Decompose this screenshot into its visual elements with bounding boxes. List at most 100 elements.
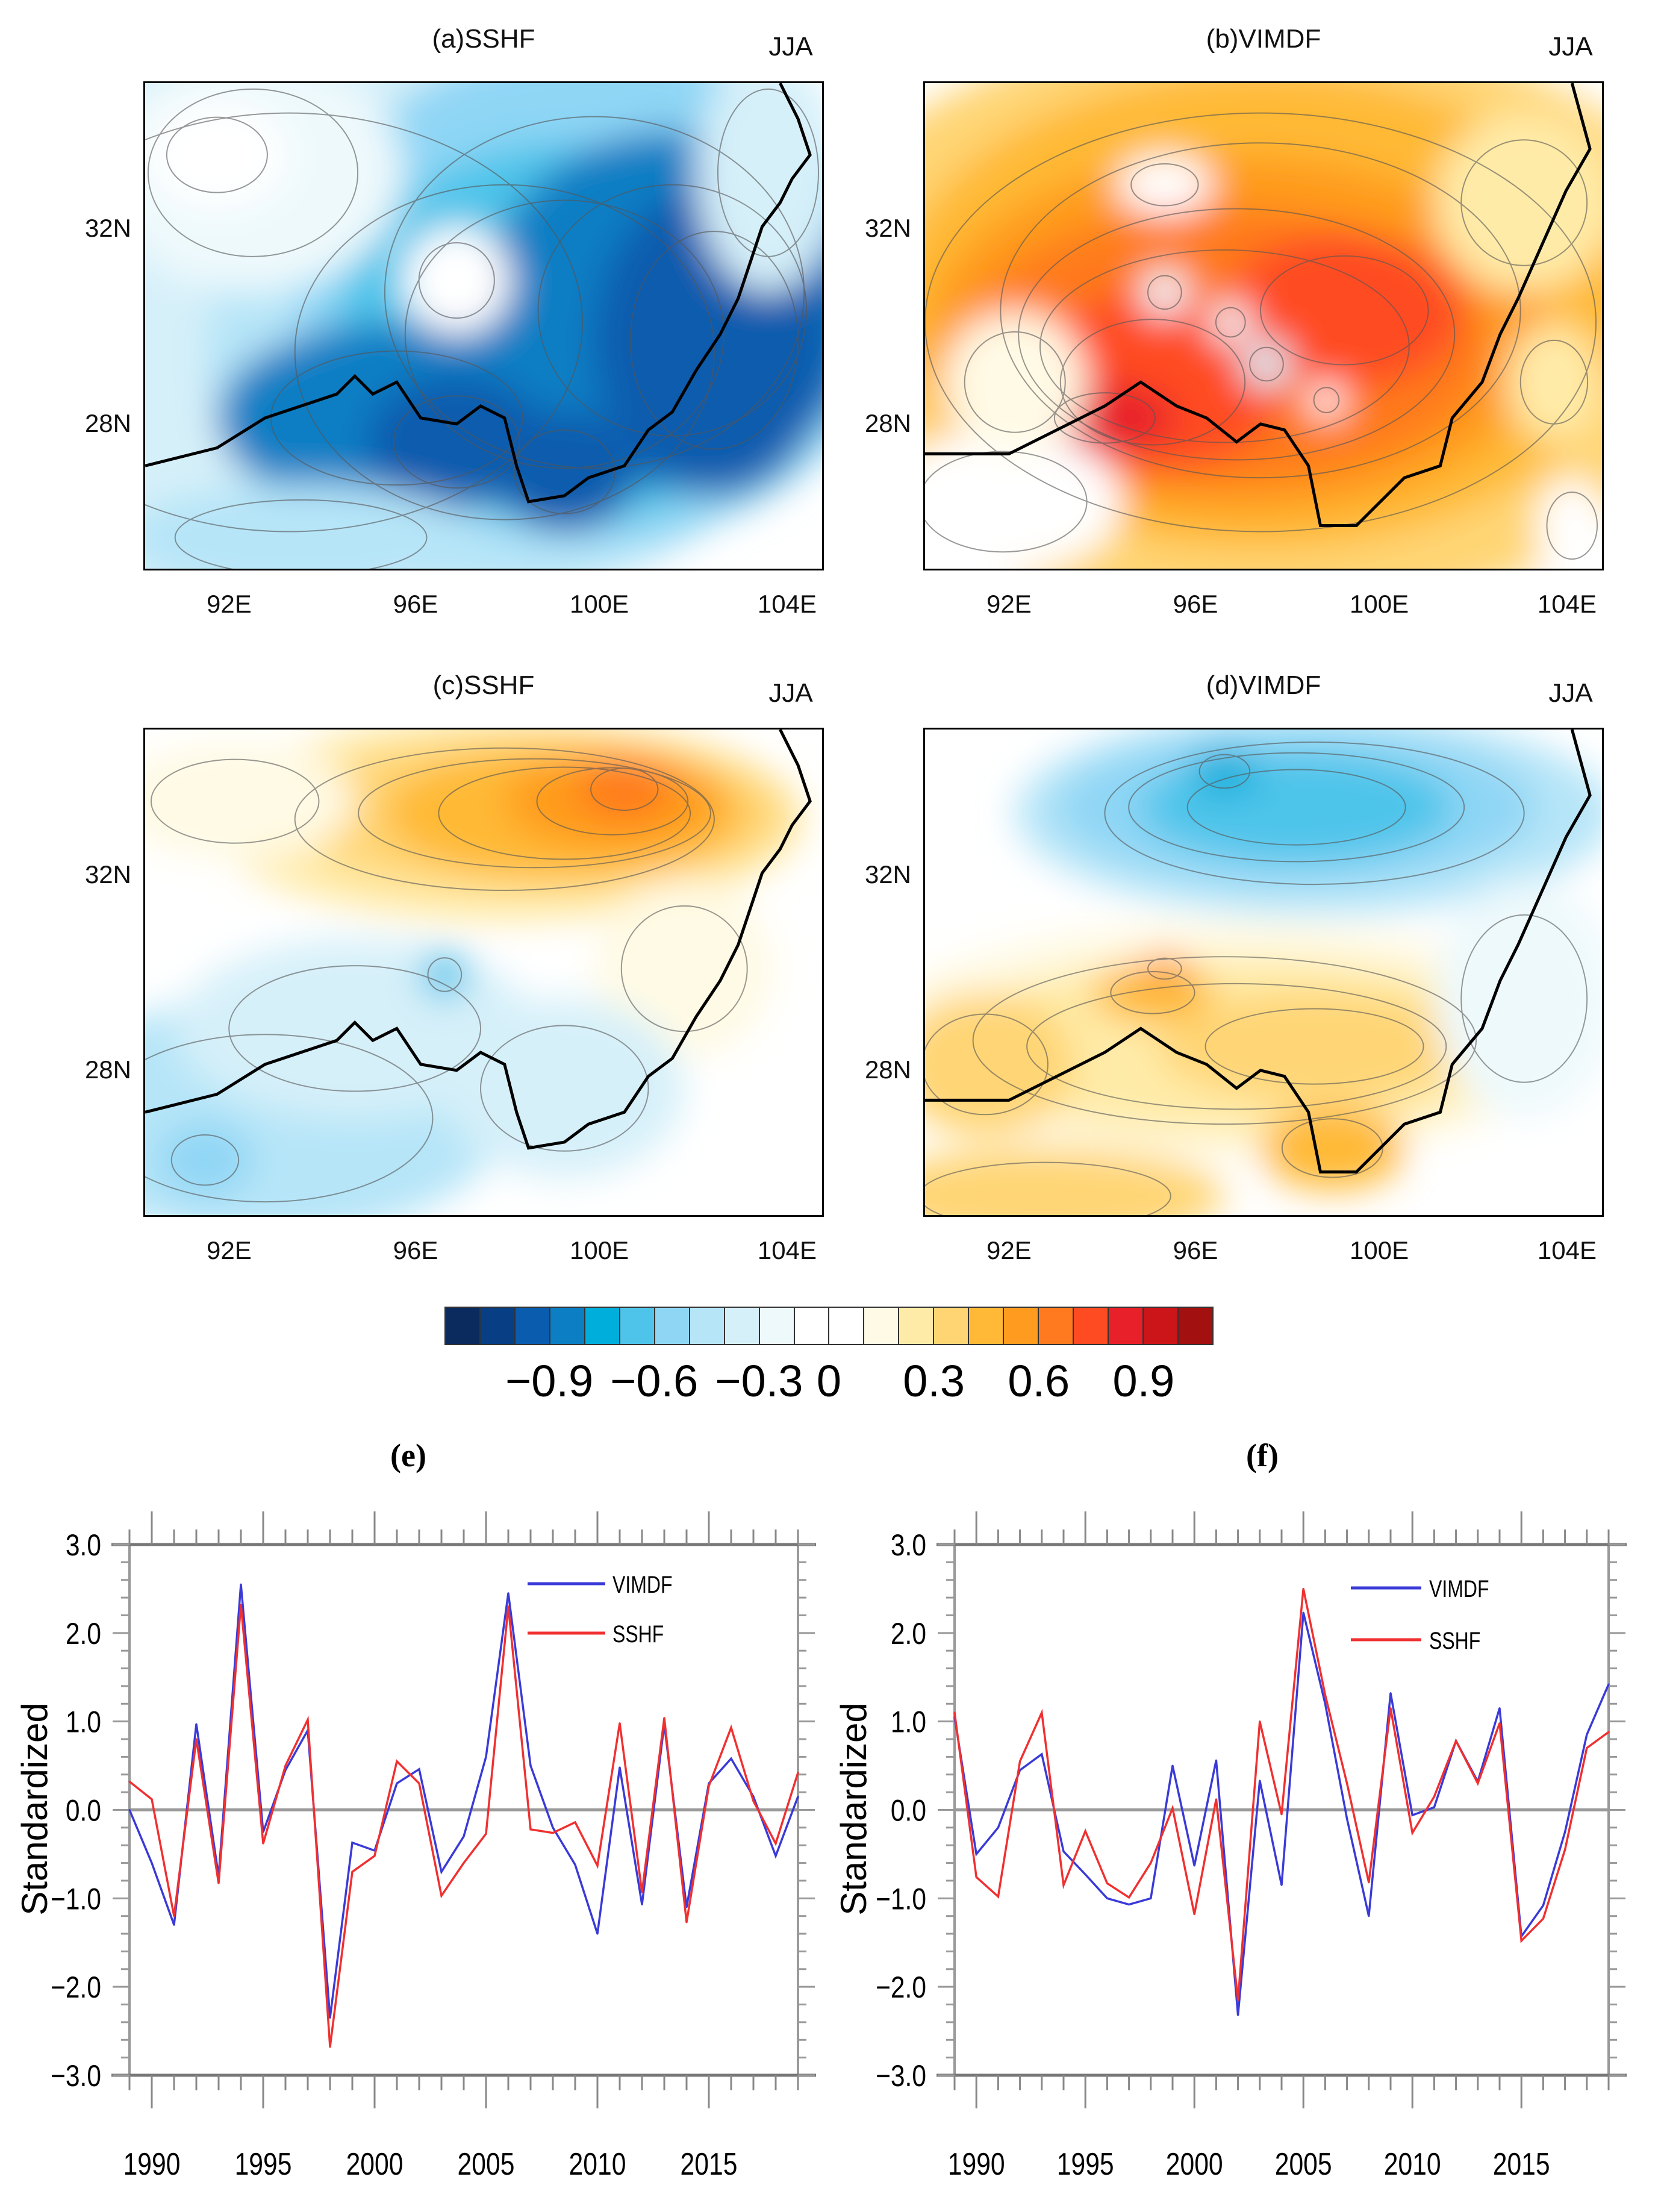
data-point xyxy=(1062,1884,1065,1886)
data-point xyxy=(1019,1760,1021,1763)
x-tick-label: 1995 xyxy=(235,2147,292,2182)
data-point xyxy=(217,1875,220,1878)
colorbar-label: 0.6 xyxy=(1008,1356,1070,1406)
data-point xyxy=(1607,1731,1610,1733)
data-point xyxy=(1346,1782,1348,1784)
contour-line xyxy=(590,767,659,811)
data-point xyxy=(1019,1769,1021,1771)
contour-line xyxy=(717,88,820,257)
legend-label: SSHF xyxy=(1429,1627,1480,1654)
data-point xyxy=(1128,1896,1130,1899)
contour-field xyxy=(444,998,685,1178)
colorbar-swatch xyxy=(725,1308,760,1344)
x-tick-label: 1995 xyxy=(1057,2147,1114,2182)
data-point xyxy=(1433,1806,1435,1808)
contour-line xyxy=(1186,769,1406,846)
map-season-label: JJA xyxy=(768,678,813,708)
data-point xyxy=(641,1891,643,1893)
data-point xyxy=(1084,1873,1086,1876)
contour-field xyxy=(925,430,1123,569)
contour-line xyxy=(925,1161,1171,1215)
contour-line xyxy=(393,395,520,489)
data-point xyxy=(1520,1940,1522,1942)
data-point xyxy=(1193,1864,1195,1867)
data-point xyxy=(596,1864,599,1867)
data-point xyxy=(1389,1707,1392,1710)
series-line-sshf xyxy=(953,1589,1610,2001)
data-point xyxy=(1302,1611,1304,1614)
contour-line xyxy=(1026,983,1447,1110)
y-tick-label: 2.0 xyxy=(66,1617,101,1651)
data-point xyxy=(1193,1913,1195,1916)
data-point xyxy=(351,1842,354,1844)
data-point xyxy=(440,1870,443,1873)
data-point xyxy=(485,1832,487,1835)
contour-line xyxy=(1198,754,1251,789)
legend-label: SSHF xyxy=(612,1620,664,1648)
data-point xyxy=(1586,1734,1588,1736)
data-point xyxy=(507,1592,510,1595)
boundary-line xyxy=(145,83,812,504)
lat-label: 28N xyxy=(864,1055,911,1084)
boundary-line xyxy=(145,730,812,1150)
data-point xyxy=(240,1583,242,1586)
data-point xyxy=(1542,1904,1544,1907)
colorbar-swatch xyxy=(759,1308,795,1344)
colorbar-swatch xyxy=(969,1308,1005,1344)
y-tick-label: −1.0 xyxy=(876,1882,926,1916)
lon-label: 92E xyxy=(986,1236,1032,1264)
data-point xyxy=(507,1605,510,1608)
data-point xyxy=(1041,1711,1043,1714)
lon-label: 96E xyxy=(393,590,438,618)
data-point xyxy=(574,1864,576,1866)
legend-label: VIMDF xyxy=(612,1571,673,1598)
x-tick-label: 2000 xyxy=(1166,2147,1223,2182)
colorbar-label: −0.6 xyxy=(610,1356,699,1406)
map-panel-b xyxy=(923,81,1604,570)
data-point xyxy=(1128,1904,1130,1906)
lon-label: 96E xyxy=(1173,590,1218,618)
data-point xyxy=(797,1795,799,1798)
y-tick-label: 3.0 xyxy=(891,1528,926,1562)
data-point xyxy=(195,1738,198,1740)
contour-field xyxy=(1434,113,1602,293)
data-point xyxy=(1564,1849,1566,1851)
contour-line xyxy=(1460,914,1588,1083)
data-point xyxy=(373,1855,376,1857)
data-point xyxy=(774,1855,777,1857)
colorbar-swatch xyxy=(1144,1308,1179,1344)
contour-line xyxy=(384,116,805,469)
data-point xyxy=(1215,1798,1217,1801)
colorbar-swatch xyxy=(1039,1308,1074,1344)
contour-line xyxy=(513,429,615,514)
y-tick-label: 0.0 xyxy=(891,1793,926,1827)
data-point xyxy=(1171,1764,1174,1767)
lat-label: 32N xyxy=(84,860,131,889)
lon-label: 92E xyxy=(986,590,1032,618)
data-point xyxy=(195,1723,198,1725)
contour-line xyxy=(1110,971,1195,1014)
lat-label: 32N xyxy=(864,213,911,242)
contour-line xyxy=(1546,491,1598,560)
x-tick-label: 2015 xyxy=(681,2147,738,2182)
data-point xyxy=(396,1782,398,1784)
contour-line xyxy=(438,766,691,860)
y-tick-label: −2.0 xyxy=(51,1970,101,2004)
colorbar-swatch xyxy=(480,1308,516,1344)
data-point xyxy=(1564,1831,1566,1833)
x-tick-label: 2010 xyxy=(569,2147,626,2182)
data-point xyxy=(685,1921,688,1923)
data-point xyxy=(997,1895,999,1898)
data-point xyxy=(1106,1882,1108,1884)
data-point xyxy=(1237,2014,1239,2016)
chart-e: 3.0 2.0 1.0 0.0 −1.0 −2.0 −3.0 1990 1995 2000 2005… xyxy=(14,1511,816,2182)
contour-line xyxy=(294,184,715,520)
contour-line xyxy=(404,199,725,469)
lon-label: 104E xyxy=(757,1236,817,1264)
contour-line xyxy=(150,758,320,844)
data-point xyxy=(752,1795,755,1798)
map-panel-a xyxy=(143,81,824,570)
data-point xyxy=(975,1853,977,1855)
data-point xyxy=(1171,1807,1174,1810)
data-point xyxy=(774,1842,777,1845)
